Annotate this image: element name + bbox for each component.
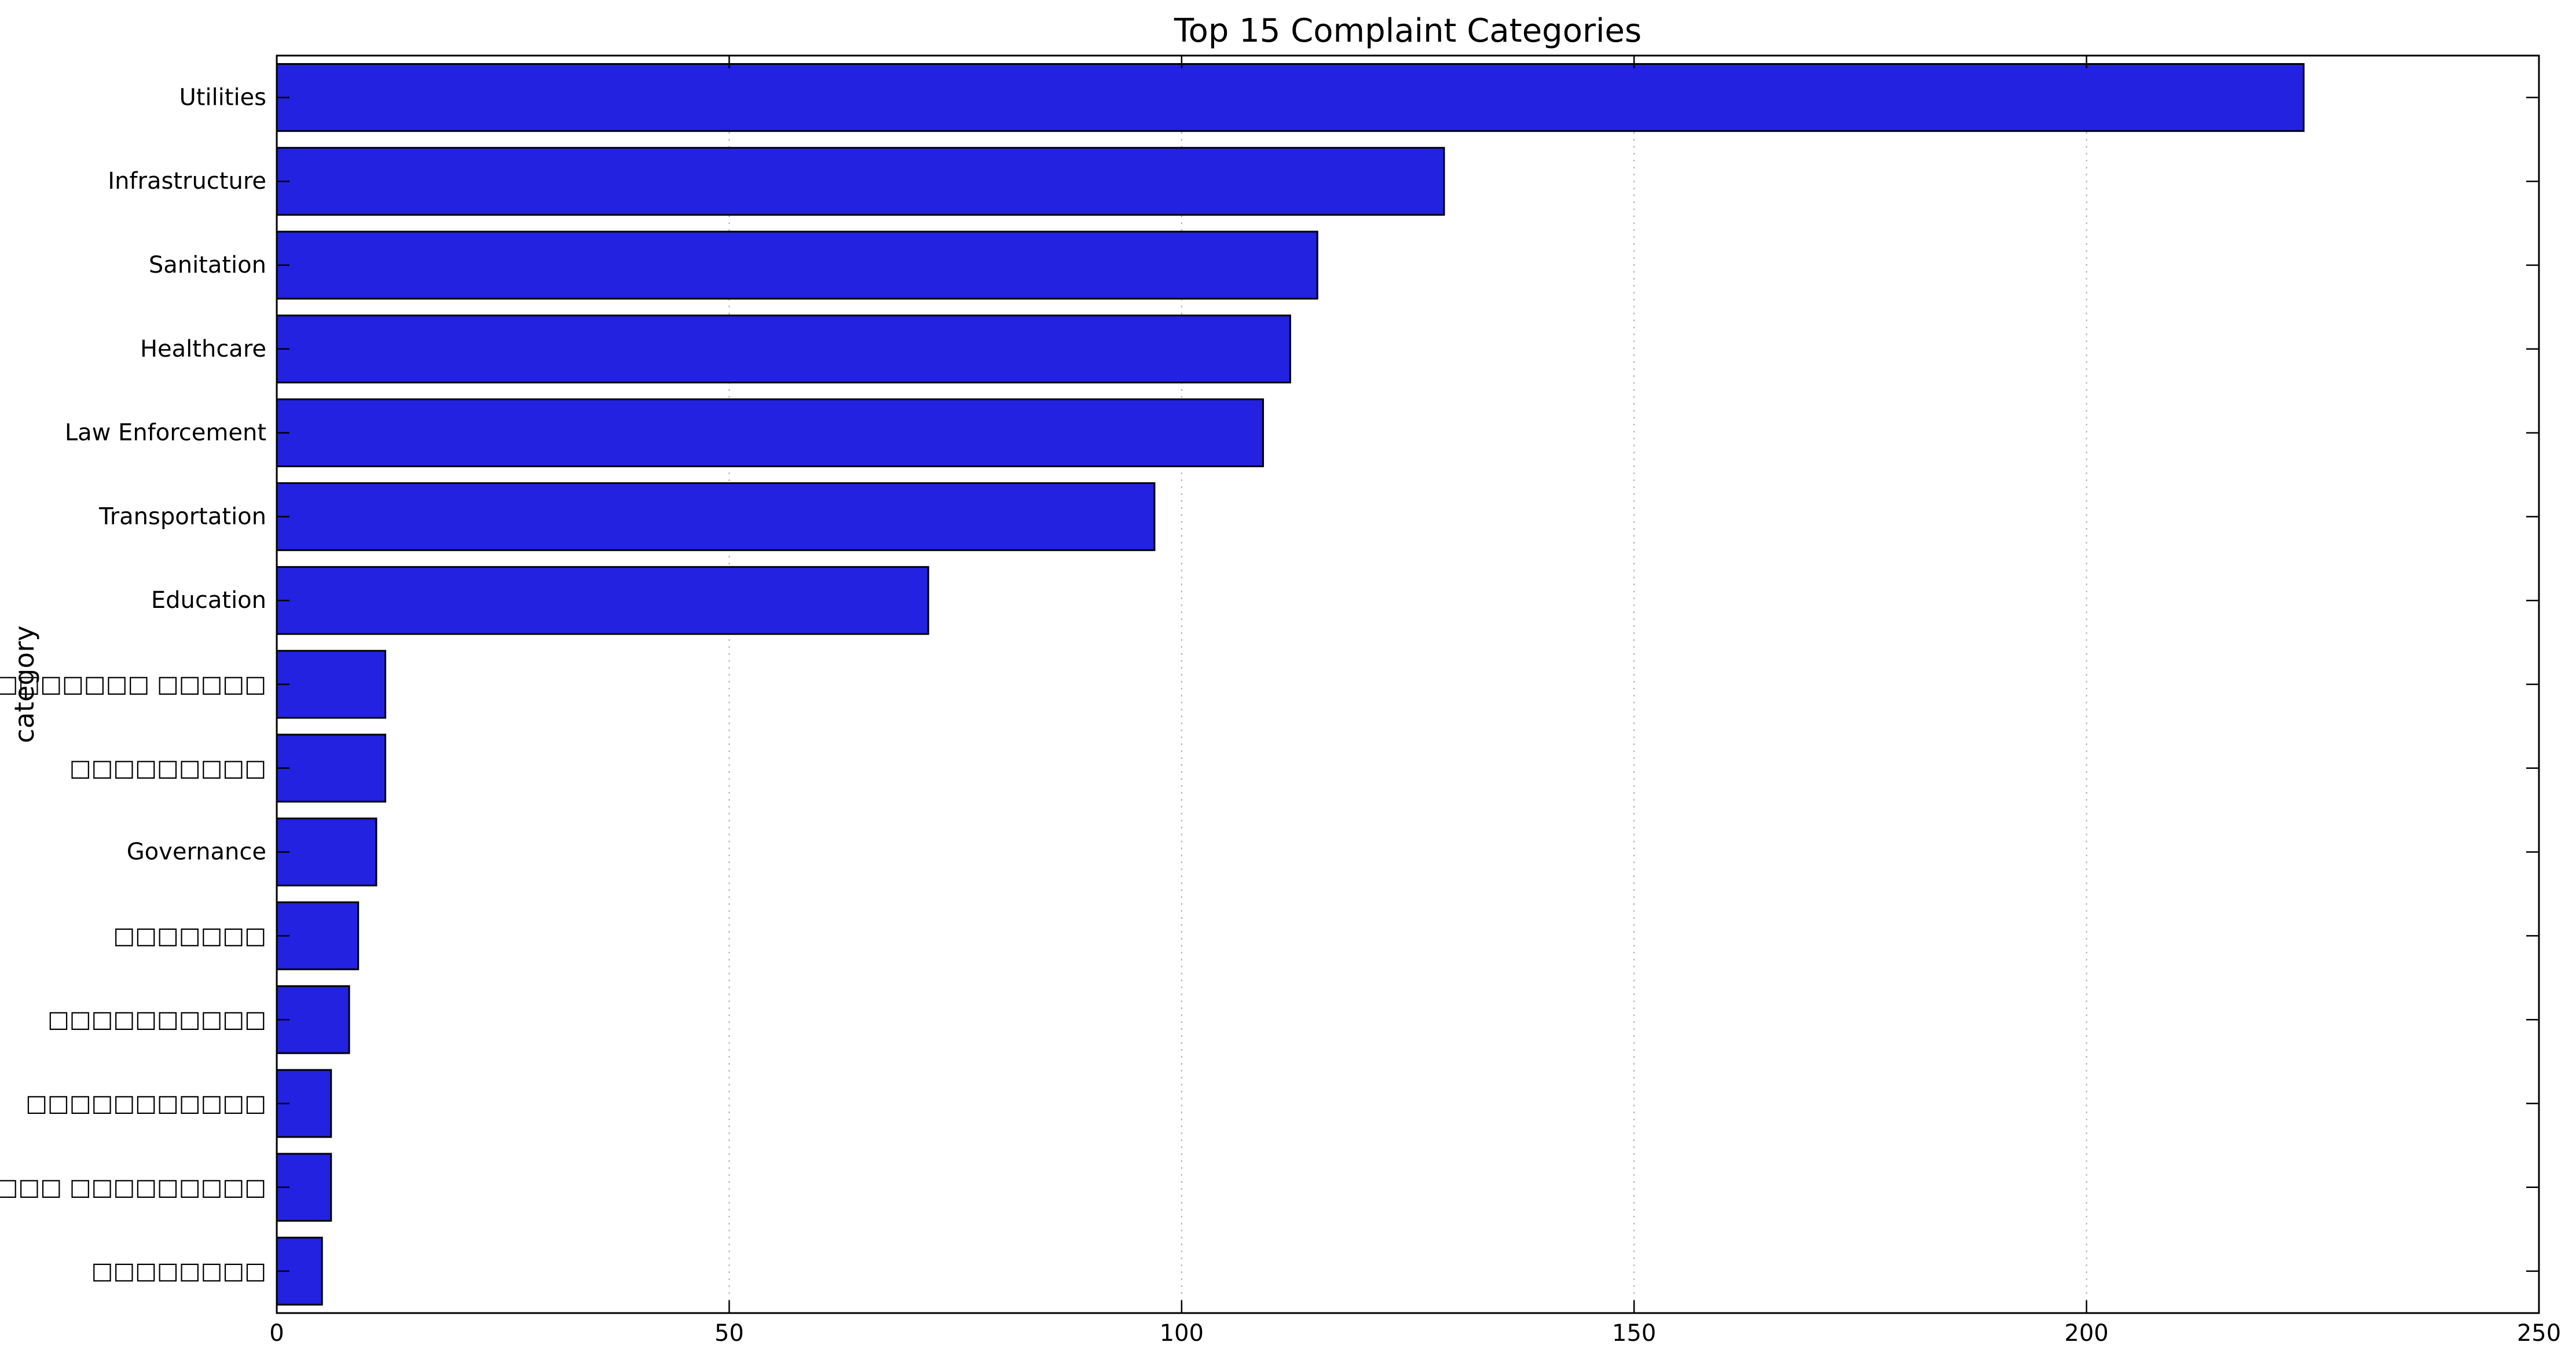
category-label-6: Education	[151, 587, 266, 614]
x-tick-label-0: 0	[269, 1320, 284, 1347]
bar-3	[276, 314, 1291, 384]
y-axis-label: category	[9, 625, 40, 743]
category-label-13: □□□□□ □□□□□□□□□	[0, 1174, 266, 1201]
category-labels: Utilities Infrastructure Sanitation Healthc…	[0, 84, 266, 1284]
ticks	[276, 56, 2540, 1313]
category-label-11: □□□□□□□□□□	[47, 1006, 266, 1033]
x-tick-label-1: 50	[714, 1320, 744, 1347]
category-label-8: □□□□□□□□□	[69, 755, 266, 782]
category-label-4: Law Enforcement	[65, 420, 266, 446]
chart-title: Top 15 Complaint Categories	[1174, 12, 1641, 50]
category-label-0: Utilities	[179, 84, 266, 111]
bar-8	[276, 734, 387, 803]
category-label-3: Healthcare	[140, 336, 266, 362]
bar-5	[276, 482, 1156, 551]
x-tick-label-4: 200	[2064, 1320, 2108, 1347]
category-label-1: Infrastructure	[108, 168, 266, 195]
category-label-2: Sanitation	[149, 252, 266, 278]
bar-1	[276, 146, 1445, 216]
bar-7	[276, 650, 387, 719]
bar-4	[276, 398, 1264, 468]
x-tick-label-5: 250	[2517, 1320, 2561, 1347]
category-label-5: Transportation	[98, 503, 266, 530]
bars	[276, 63, 2305, 1306]
bar-2	[276, 230, 1318, 300]
category-label-12: □□□□□□□□□□□	[25, 1090, 266, 1117]
bar-6	[276, 566, 929, 635]
x-tick-label-3: 150	[1612, 1320, 1656, 1347]
category-label-9: Governance	[127, 839, 266, 866]
category-label-14: □□□□□□□□	[91, 1258, 266, 1285]
bar-10	[276, 901, 360, 970]
category-label-10: □□□□□□□	[113, 922, 266, 949]
x-tick-label-2: 100	[1160, 1320, 1204, 1347]
category-label-7: □□□□□□□□□ □□□□□	[0, 671, 266, 698]
bar-9	[276, 817, 378, 887]
x-tick-labels: 0 50 100 150 200 250	[269, 1320, 2561, 1347]
bar-0	[276, 63, 2305, 132]
